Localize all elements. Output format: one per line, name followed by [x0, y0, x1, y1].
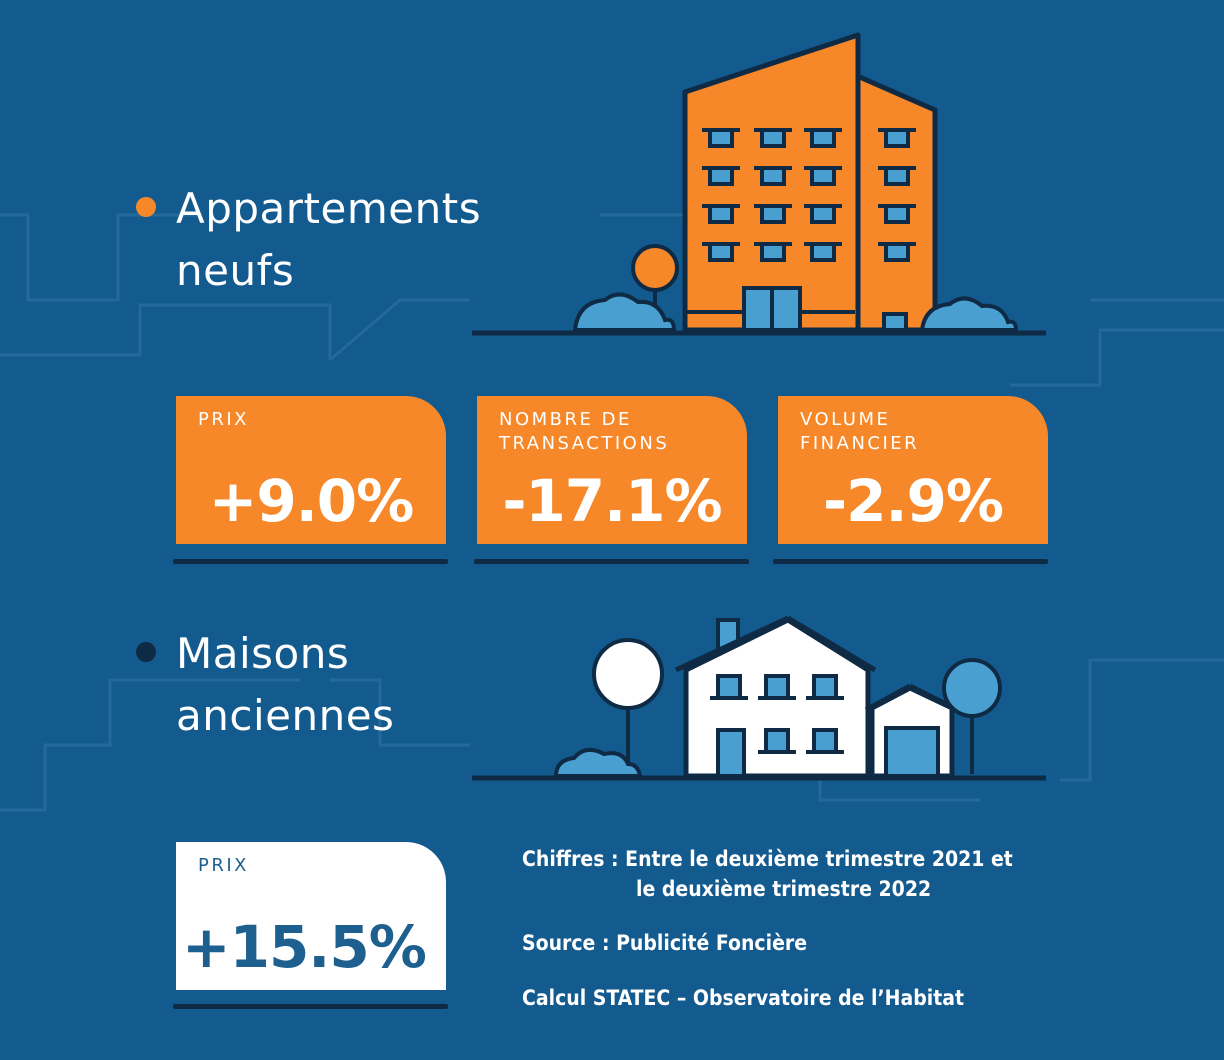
section-title-maisons: Maisons anciennes: [176, 623, 394, 747]
section-bullet-dark: [136, 642, 156, 662]
note-chiffres-line2: le deuxième trimestre 2022: [636, 877, 932, 901]
card-label: VOLUME FINANCIER: [800, 408, 919, 456]
card-prix-appartements: PRIX +9.0%: [176, 396, 446, 544]
note-chiffres: Chiffres : Entre le deuxième trimestre 2…: [522, 844, 1013, 904]
section-bullet-orange: [136, 197, 156, 217]
card-value: -17.1%: [502, 467, 722, 535]
card-underline: [173, 1004, 448, 1009]
card-label-line1: PRIX: [198, 409, 250, 430]
note-source: Source : Publicité Foncière: [522, 931, 808, 955]
card-value: +15.5%: [182, 913, 427, 981]
card-label-line1: VOLUME: [800, 409, 891, 430]
card-underline: [474, 559, 749, 564]
house-icon: [472, 615, 1046, 781]
apartment-building-icon: [472, 32, 1046, 336]
card-transactions: NOMBRE DE TRANSACTIONS -17.1%: [477, 396, 747, 544]
card-label-line1: NOMBRE DE: [499, 409, 632, 430]
note-chiffres-line1: Chiffres : Entre le deuxième trimestre 2…: [522, 847, 1013, 871]
section-title-line2: anciennes: [176, 691, 395, 740]
section-title-appartements: Appartements neufs: [176, 178, 481, 302]
card-label: NOMBRE DE TRANSACTIONS: [499, 408, 669, 456]
note-calcul: Calcul STATEC – Observatoire de l’Habita…: [522, 986, 965, 1010]
card-label-line2: FINANCIER: [800, 433, 920, 454]
card-underline: [173, 559, 448, 564]
card-volume-financier: VOLUME FINANCIER -2.9%: [778, 396, 1048, 544]
card-prix-maisons: PRIX +15.5%: [176, 842, 446, 990]
card-label: PRIX: [198, 408, 249, 432]
section-title-line1: Maisons: [176, 629, 350, 678]
card-value: -2.9%: [823, 467, 1004, 535]
card-underline: [773, 559, 1048, 564]
card-label: PRIX: [198, 854, 249, 878]
card-value: +9.0%: [208, 467, 414, 535]
section-title-line1: Appartements: [176, 184, 482, 233]
card-label-line2: TRANSACTIONS: [499, 433, 670, 454]
section-title-line2: neufs: [176, 246, 295, 295]
card-label-line1: PRIX: [198, 855, 250, 876]
